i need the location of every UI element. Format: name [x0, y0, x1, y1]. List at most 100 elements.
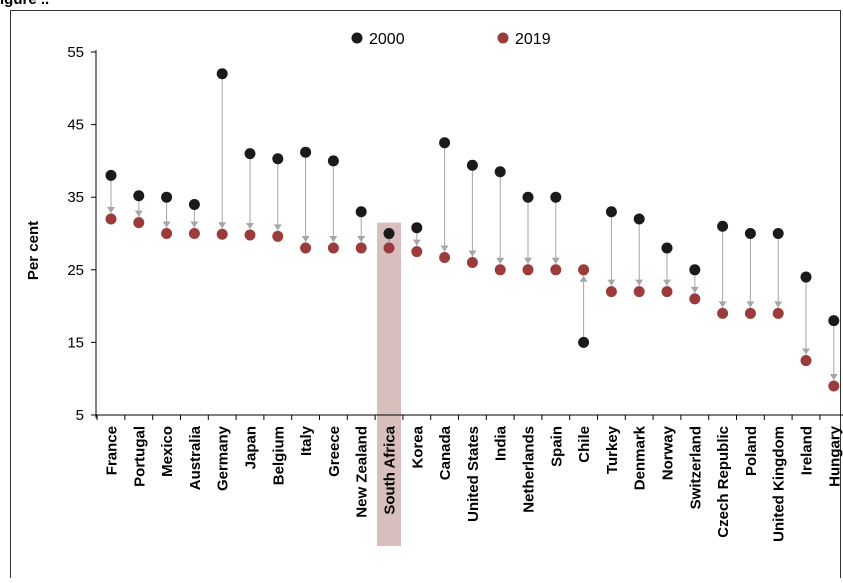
y-tick-label: 55 [67, 44, 84, 61]
legend-label: 2019 [515, 31, 551, 48]
point-2000 [661, 242, 673, 254]
point-2019 [161, 228, 173, 239]
point-2019 [522, 264, 534, 276]
point-2019 [133, 217, 145, 229]
connector-arrowhead [468, 250, 477, 257]
connector-arrowhead [412, 239, 421, 246]
category-label: New Zealand [354, 426, 371, 518]
point-2019 [717, 307, 729, 319]
connector-arrowhead [246, 222, 254, 229]
point-2019 [188, 228, 200, 239]
category-label: Ireland [799, 426, 816, 475]
connector-arrowhead [579, 275, 588, 282]
connector-arrowhead [440, 245, 449, 252]
point-2000 [327, 155, 339, 167]
point-2019 [578, 264, 590, 276]
connector-arrowhead [357, 236, 366, 243]
connector-arrowhead [607, 279, 616, 286]
category-label: Italy [298, 425, 315, 456]
point-2019 [411, 246, 423, 258]
point-2019 [327, 242, 339, 254]
point-2019 [355, 242, 367, 254]
y-tick-label: 15 [67, 334, 84, 351]
category-label: Germany [215, 425, 232, 491]
category-label: United States [465, 426, 482, 522]
point-2019 [689, 293, 701, 305]
connector-arrowhead [663, 279, 671, 286]
category-label: Turkey [604, 425, 621, 474]
point-2000 [355, 206, 367, 218]
point-2000 [300, 146, 312, 158]
connector-arrowhead [829, 373, 838, 380]
point-2000 [188, 198, 200, 210]
y-tick-label: 45 [67, 117, 84, 134]
point-2019 [828, 380, 840, 392]
connector-arrowhead [134, 210, 143, 217]
point-2000 [605, 206, 617, 218]
point-2019 [744, 307, 756, 319]
connector-arrowhead [524, 257, 532, 264]
y-axis-label: Per cent [25, 221, 42, 280]
category-label: Australia [187, 425, 204, 490]
point-2000 [689, 264, 701, 276]
category-label: Belgium [270, 426, 287, 485]
point-2000 [383, 228, 395, 239]
point-2019 [439, 251, 451, 263]
category-label: Portugal [131, 426, 148, 487]
point-2019 [216, 228, 228, 240]
point-2000 [466, 159, 478, 171]
category-label: Korea [409, 425, 426, 468]
connector-arrowhead [774, 301, 783, 308]
connector-arrowhead [301, 236, 310, 243]
category-label: Poland [743, 426, 760, 476]
legend-marker [497, 32, 509, 44]
connector-arrowhead [496, 257, 505, 264]
category-label: Hungary [826, 425, 843, 487]
category-label: Canada [437, 425, 454, 480]
y-tick-label: 35 [67, 189, 84, 206]
connector-arrowhead [218, 222, 227, 229]
connector-arrowhead [802, 348, 810, 355]
point-2019 [661, 286, 673, 298]
point-2000 [494, 166, 506, 178]
connector-arrowhead [107, 206, 115, 213]
category-label: Mexico [159, 426, 176, 477]
point-2019 [494, 264, 506, 276]
category-label: United Kingdom [771, 426, 788, 542]
point-2019 [605, 286, 617, 298]
point-2019 [800, 355, 812, 367]
connector-arrowhead [273, 224, 282, 231]
figure-header-fragment: igure .. [0, 0, 49, 8]
category-label: Norway [660, 425, 677, 480]
point-2000 [161, 191, 173, 203]
point-2019 [272, 230, 284, 242]
point-2000 [439, 137, 451, 149]
point-2019 [633, 286, 645, 298]
category-label: Switzerland [687, 426, 704, 509]
point-2000 [244, 148, 256, 160]
connector-arrowhead [551, 257, 560, 264]
category-label: Chile [576, 426, 593, 463]
legend-marker [351, 32, 363, 44]
point-2000 [216, 68, 228, 80]
legend-label: 2000 [369, 31, 405, 48]
connector-arrowhead [190, 221, 199, 228]
point-2000 [800, 271, 812, 283]
category-label: France [104, 426, 121, 475]
category-label: Netherlands [521, 426, 538, 513]
connector-arrowhead [718, 301, 727, 308]
point-2019 [244, 229, 256, 241]
point-2019 [772, 307, 784, 319]
highlight-band-south-africa [377, 222, 401, 547]
connector-arrowhead [329, 236, 338, 243]
connector-arrowhead [635, 279, 644, 286]
y-tick-label: 25 [67, 262, 84, 279]
category-label: Denmark [632, 425, 649, 490]
y-tick-label: 5 [76, 407, 84, 424]
point-2000 [105, 169, 117, 181]
category-label: Spain [548, 426, 565, 467]
point-2019 [383, 242, 395, 254]
point-2000 [550, 191, 562, 203]
point-2000 [633, 213, 645, 225]
